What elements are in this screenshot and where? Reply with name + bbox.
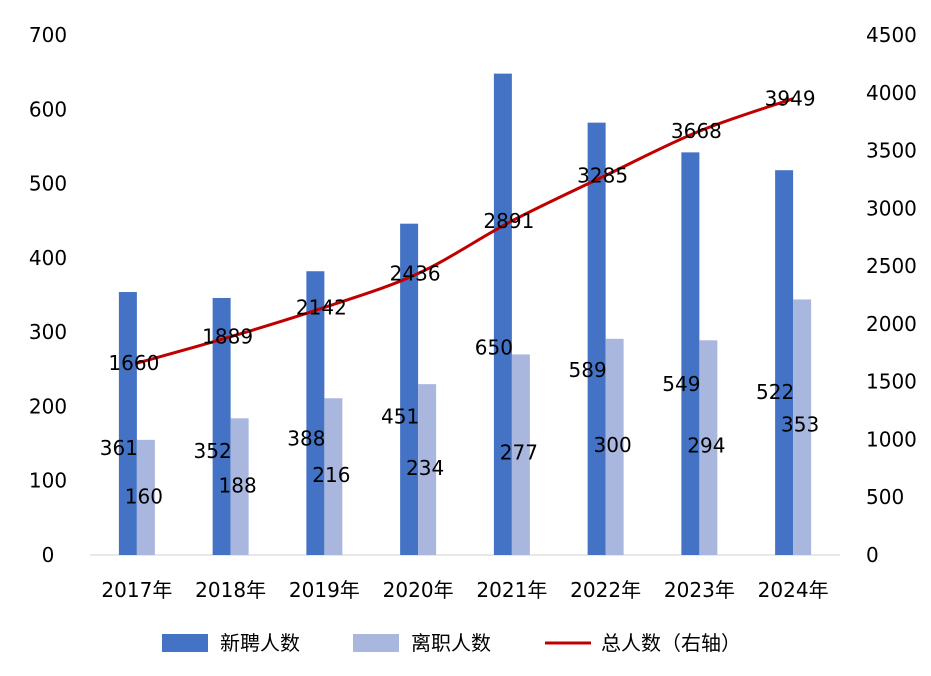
right-y-tick-label: 1000 — [866, 427, 917, 451]
total-data-label: 2891 — [483, 209, 534, 233]
left-y-tick-label: 700 — [29, 23, 67, 47]
x-tick-label: 2020年 — [383, 578, 454, 602]
legend-label-total: 总人数（右轴） — [601, 631, 741, 655]
total-data-label: 3668 — [671, 119, 722, 143]
departures-data-label: 234 — [406, 456, 444, 480]
left-y-tick-label: 400 — [29, 246, 67, 270]
right-y-tick-label: 0 — [866, 543, 879, 567]
right-y-tick-label: 3500 — [866, 139, 917, 163]
data-labels-group: 361 352 388 451 650 589 549 522 160 188 216 234 277 3… — [100, 87, 819, 509]
total-headcount-line — [136, 97, 794, 365]
right-y-tick-label: 1500 — [866, 370, 917, 394]
bar-departures — [418, 384, 437, 555]
bar-hires — [587, 122, 606, 556]
right-y-axis: 0 500 1000 1500 2000 2500 3000 3500 4000 4500 — [866, 23, 917, 567]
hires-data-label: 650 — [475, 336, 513, 360]
hires-data-label: 549 — [662, 372, 700, 396]
right-y-tick-label: 2000 — [866, 312, 917, 336]
left-y-tick-label: 100 — [29, 469, 67, 493]
hires-data-label: 451 — [381, 405, 419, 429]
legend-swatch-departures — [353, 634, 399, 652]
total-data-label: 2436 — [390, 262, 441, 286]
legend: 新聘人数 离职人数 总人数（右轴） — [162, 631, 741, 655]
line-series-group — [136, 97, 794, 365]
left-y-axis: 0 100 200 300 400 500 600 700 — [29, 23, 67, 567]
bar-departures — [699, 340, 718, 555]
bar-hires — [775, 170, 794, 555]
left-y-tick-label: 600 — [29, 97, 67, 121]
x-tick-label: 2021年 — [476, 578, 547, 602]
departures-data-label: 188 — [219, 473, 257, 497]
x-tick-label: 2022年 — [570, 578, 641, 602]
legend-swatch-hires — [162, 634, 208, 652]
bar-hires — [118, 292, 137, 555]
bar-series-group — [118, 73, 812, 556]
x-tick-label: 2023年 — [664, 578, 735, 602]
x-axis-ticks: 2017年 2018年 2019年 2020年 2021年 2022年 2023年 2024年 — [101, 578, 828, 602]
bar-departures — [793, 299, 812, 555]
bar-departures — [136, 439, 155, 555]
departures-data-label: 216 — [312, 463, 350, 487]
bar-departures — [230, 418, 249, 555]
legend-label-departures: 离职人数 — [411, 631, 491, 655]
hires-data-label: 388 — [287, 426, 325, 450]
departures-data-label: 353 — [781, 413, 819, 437]
departures-data-label: 294 — [687, 434, 725, 458]
legend-label-hires: 新聘人数 — [220, 631, 300, 655]
departures-data-label: 300 — [594, 433, 632, 457]
bar-hires — [212, 297, 231, 555]
departures-data-label: 160 — [125, 484, 163, 508]
hires-data-label: 352 — [194, 439, 232, 463]
hires-data-label: 522 — [756, 380, 794, 404]
hires-data-label: 361 — [100, 436, 138, 460]
right-y-tick-label: 4500 — [866, 23, 917, 47]
x-tick-label: 2017年 — [101, 578, 172, 602]
total-data-label: 1660 — [108, 351, 159, 375]
total-data-label: 1889 — [202, 325, 253, 349]
bar-hires — [493, 73, 512, 555]
right-y-tick-label: 2500 — [866, 254, 917, 278]
total-data-label: 2142 — [296, 295, 347, 319]
left-y-tick-label: 300 — [29, 320, 67, 344]
departures-data-label: 277 — [500, 441, 538, 465]
total-data-label: 3285 — [577, 163, 628, 187]
left-y-tick-label: 200 — [29, 394, 67, 418]
bar-departures — [511, 354, 530, 555]
left-y-tick-label: 500 — [29, 172, 67, 196]
total-data-label: 3949 — [765, 87, 816, 111]
hires-data-label: 589 — [569, 358, 607, 382]
x-tick-label: 2018年 — [195, 578, 266, 602]
bar-hires — [306, 271, 325, 555]
bar-hires — [681, 152, 700, 555]
x-tick-label: 2019年 — [289, 578, 360, 602]
bar-departures — [324, 398, 343, 555]
bar-departures — [605, 338, 624, 555]
right-y-tick-label: 4000 — [866, 81, 917, 105]
bar-hires — [400, 223, 419, 555]
left-y-tick-label: 0 — [42, 543, 55, 567]
right-y-tick-label: 500 — [866, 485, 904, 509]
x-tick-label: 2024年 — [758, 578, 829, 602]
right-y-tick-label: 3000 — [866, 196, 917, 220]
